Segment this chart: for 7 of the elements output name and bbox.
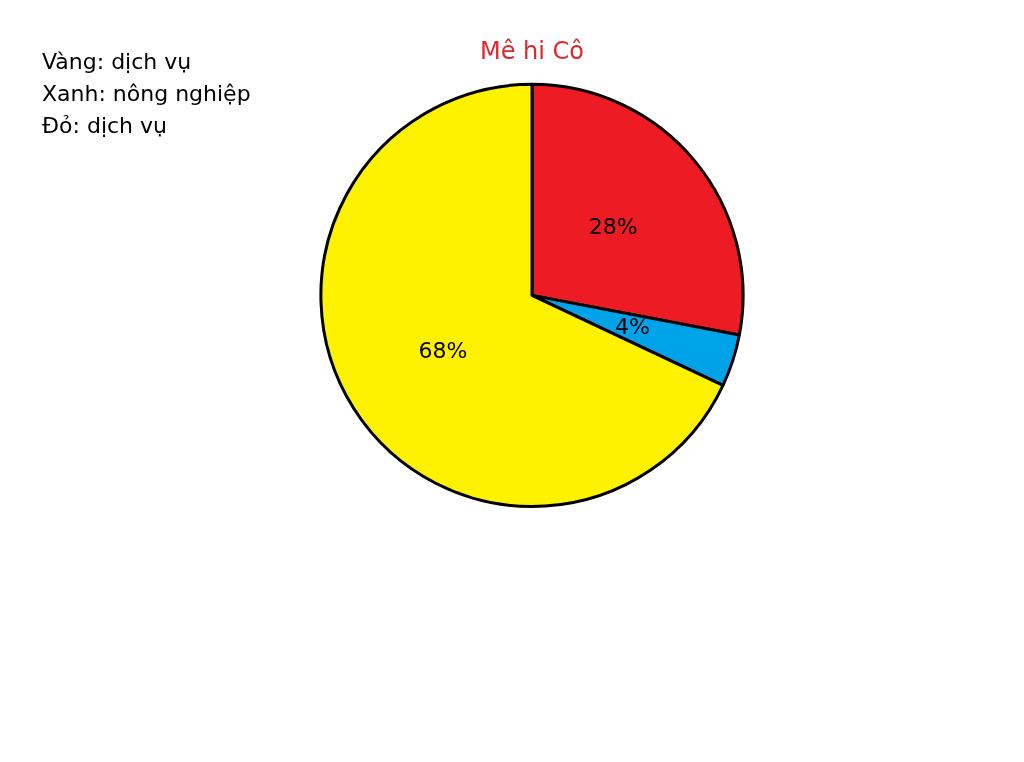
data-label: 28%	[588, 213, 638, 239]
text: Vàng: dịch vụ	[42, 48, 193, 76]
data-label: 68%	[418, 337, 468, 363]
text: Đỏ: dịch vụ	[42, 112, 168, 140]
chart-title: Mê hi Cô	[479, 36, 585, 65]
data-label: 4%	[614, 313, 650, 339]
text: Xanh: nông nghiệp	[42, 80, 251, 108]
